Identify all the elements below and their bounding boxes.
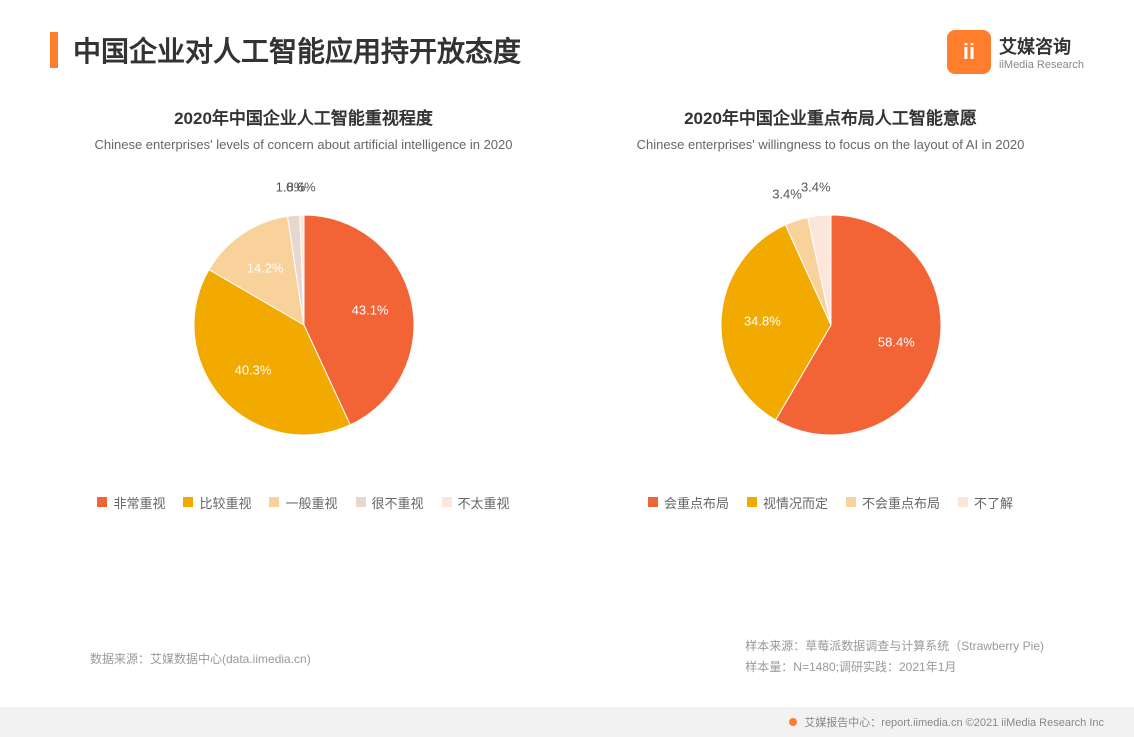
- chart-right-title-cn: 2020年中国企业重点布局人工智能意愿: [581, 104, 1081, 129]
- legend-swatch: [269, 497, 279, 507]
- legend-swatch: [958, 497, 968, 507]
- pie-right-svg: [701, 195, 961, 455]
- brand-logo: ii 艾媒咨询 iiMedia Research: [947, 30, 1084, 74]
- chart-left: 2020年中国企业人工智能重视程度 Chinese enterprises' l…: [54, 104, 554, 512]
- pie-right-label-0: 58.4%: [878, 335, 915, 350]
- dot-icon: [788, 717, 798, 727]
- legend-swatch: [648, 497, 658, 507]
- legend-swatch: [183, 497, 193, 507]
- legend-label: 视情况而定: [763, 493, 828, 512]
- legend-swatch: [846, 497, 856, 507]
- pie-left-label-1: 40.3%: [235, 363, 272, 378]
- pie-left-svg: [174, 195, 434, 455]
- sample-source: 样本来源：草莓派数据调查与计算系统（Strawberry Pie): [745, 636, 1044, 656]
- sample-info: 样本来源：草莓派数据调查与计算系统（Strawberry Pie) 样本量：N=…: [745, 636, 1044, 677]
- legend-swatch: [97, 497, 107, 507]
- pie-left-legend-item-0: 非常重视: [97, 493, 165, 512]
- legend-label: 很不重视: [372, 493, 424, 512]
- title-wrap: 中国企业对人工智能应用持开放态度: [50, 30, 521, 70]
- chart-right-title-en: Chinese enterprises' willingness to focu…: [581, 135, 1081, 155]
- pie-left-label-0: 43.1%: [352, 302, 389, 317]
- legend-label: 一般重视: [285, 493, 337, 512]
- title-accent-bar: [50, 32, 58, 68]
- pie-left-label-4: 0.6%: [286, 179, 316, 194]
- charts-row: 2020年中国企业人工智能重视程度 Chinese enterprises' l…: [0, 84, 1134, 512]
- page-title: 中国企业对人工智能应用持开放态度: [73, 30, 521, 70]
- logo-text: 艾媒咨询 iiMedia Research: [999, 33, 1084, 71]
- legend-right: 会重点布局 视情况而定 不会重点布局 不了解: [581, 493, 1081, 512]
- legend-swatch: [356, 497, 366, 507]
- pie-left: 43.1%40.3%14.2%1.8%0.6%: [54, 175, 554, 475]
- copyright-bar: 艾媒报告中心：report.iimedia.cn ©2021 iiMedia R…: [0, 707, 1134, 737]
- logo-cn: 艾媒咨询: [999, 33, 1084, 59]
- pie-right-label-2: 3.4%: [772, 186, 802, 201]
- pie-right: 58.4% 34.8% 3.4%3.4%: [581, 175, 1081, 475]
- pie-right-label-1: 34.8%: [744, 314, 781, 329]
- pie-left-legend-item-4: 不太重视: [442, 493, 510, 512]
- chart-left-title-en: Chinese enterprises' levels of concern a…: [54, 135, 554, 155]
- legend-label: 不了解: [974, 493, 1013, 512]
- sample-size: 样本量：N=1480;调研实践：2021年1月: [745, 657, 1044, 677]
- legend-swatch: [747, 497, 757, 507]
- legend-label: 不会重点布局: [862, 493, 940, 512]
- chart-left-title-cn: 2020年中国企业人工智能重视程度: [54, 104, 554, 129]
- pie-left-legend-item-1: 比较重视: [183, 493, 251, 512]
- pie-left-label-2: 14.2%: [247, 261, 284, 276]
- pie-left-legend-item-3: 很不重视: [356, 493, 424, 512]
- legend-left: 非常重视 比较重视 一般重视 很不重视 不太重视: [54, 493, 554, 512]
- legend-label: 不太重视: [458, 493, 510, 512]
- legend-label: 非常重视: [113, 493, 165, 512]
- pie-right-legend-item-0: 会重点布局: [648, 493, 729, 512]
- logo-icon: ii: [947, 30, 991, 74]
- pie-left-legend-item-2: 一般重视: [269, 493, 337, 512]
- pie-right-label-3: 3.4%: [801, 180, 831, 195]
- pie-right-legend-item-3: 不了解: [958, 493, 1013, 512]
- chart-right: 2020年中国企业重点布局人工智能意愿 Chinese enterprises'…: [581, 104, 1081, 512]
- legend-swatch: [442, 497, 452, 507]
- logo-en: iiMedia Research: [999, 59, 1084, 71]
- pie-right-legend-item-2: 不会重点布局: [846, 493, 940, 512]
- header: 中国企业对人工智能应用持开放态度 ii 艾媒咨询 iiMedia Researc…: [0, 0, 1134, 84]
- data-source: 数据来源：艾媒数据中心(data.iimedia.cn): [90, 650, 311, 667]
- legend-label: 会重点布局: [664, 493, 729, 512]
- pie-right-legend-item-1: 视情况而定: [747, 493, 828, 512]
- copyright-text: 艾媒报告中心：report.iimedia.cn ©2021 iiMedia R…: [804, 714, 1104, 730]
- legend-label: 比较重视: [199, 493, 251, 512]
